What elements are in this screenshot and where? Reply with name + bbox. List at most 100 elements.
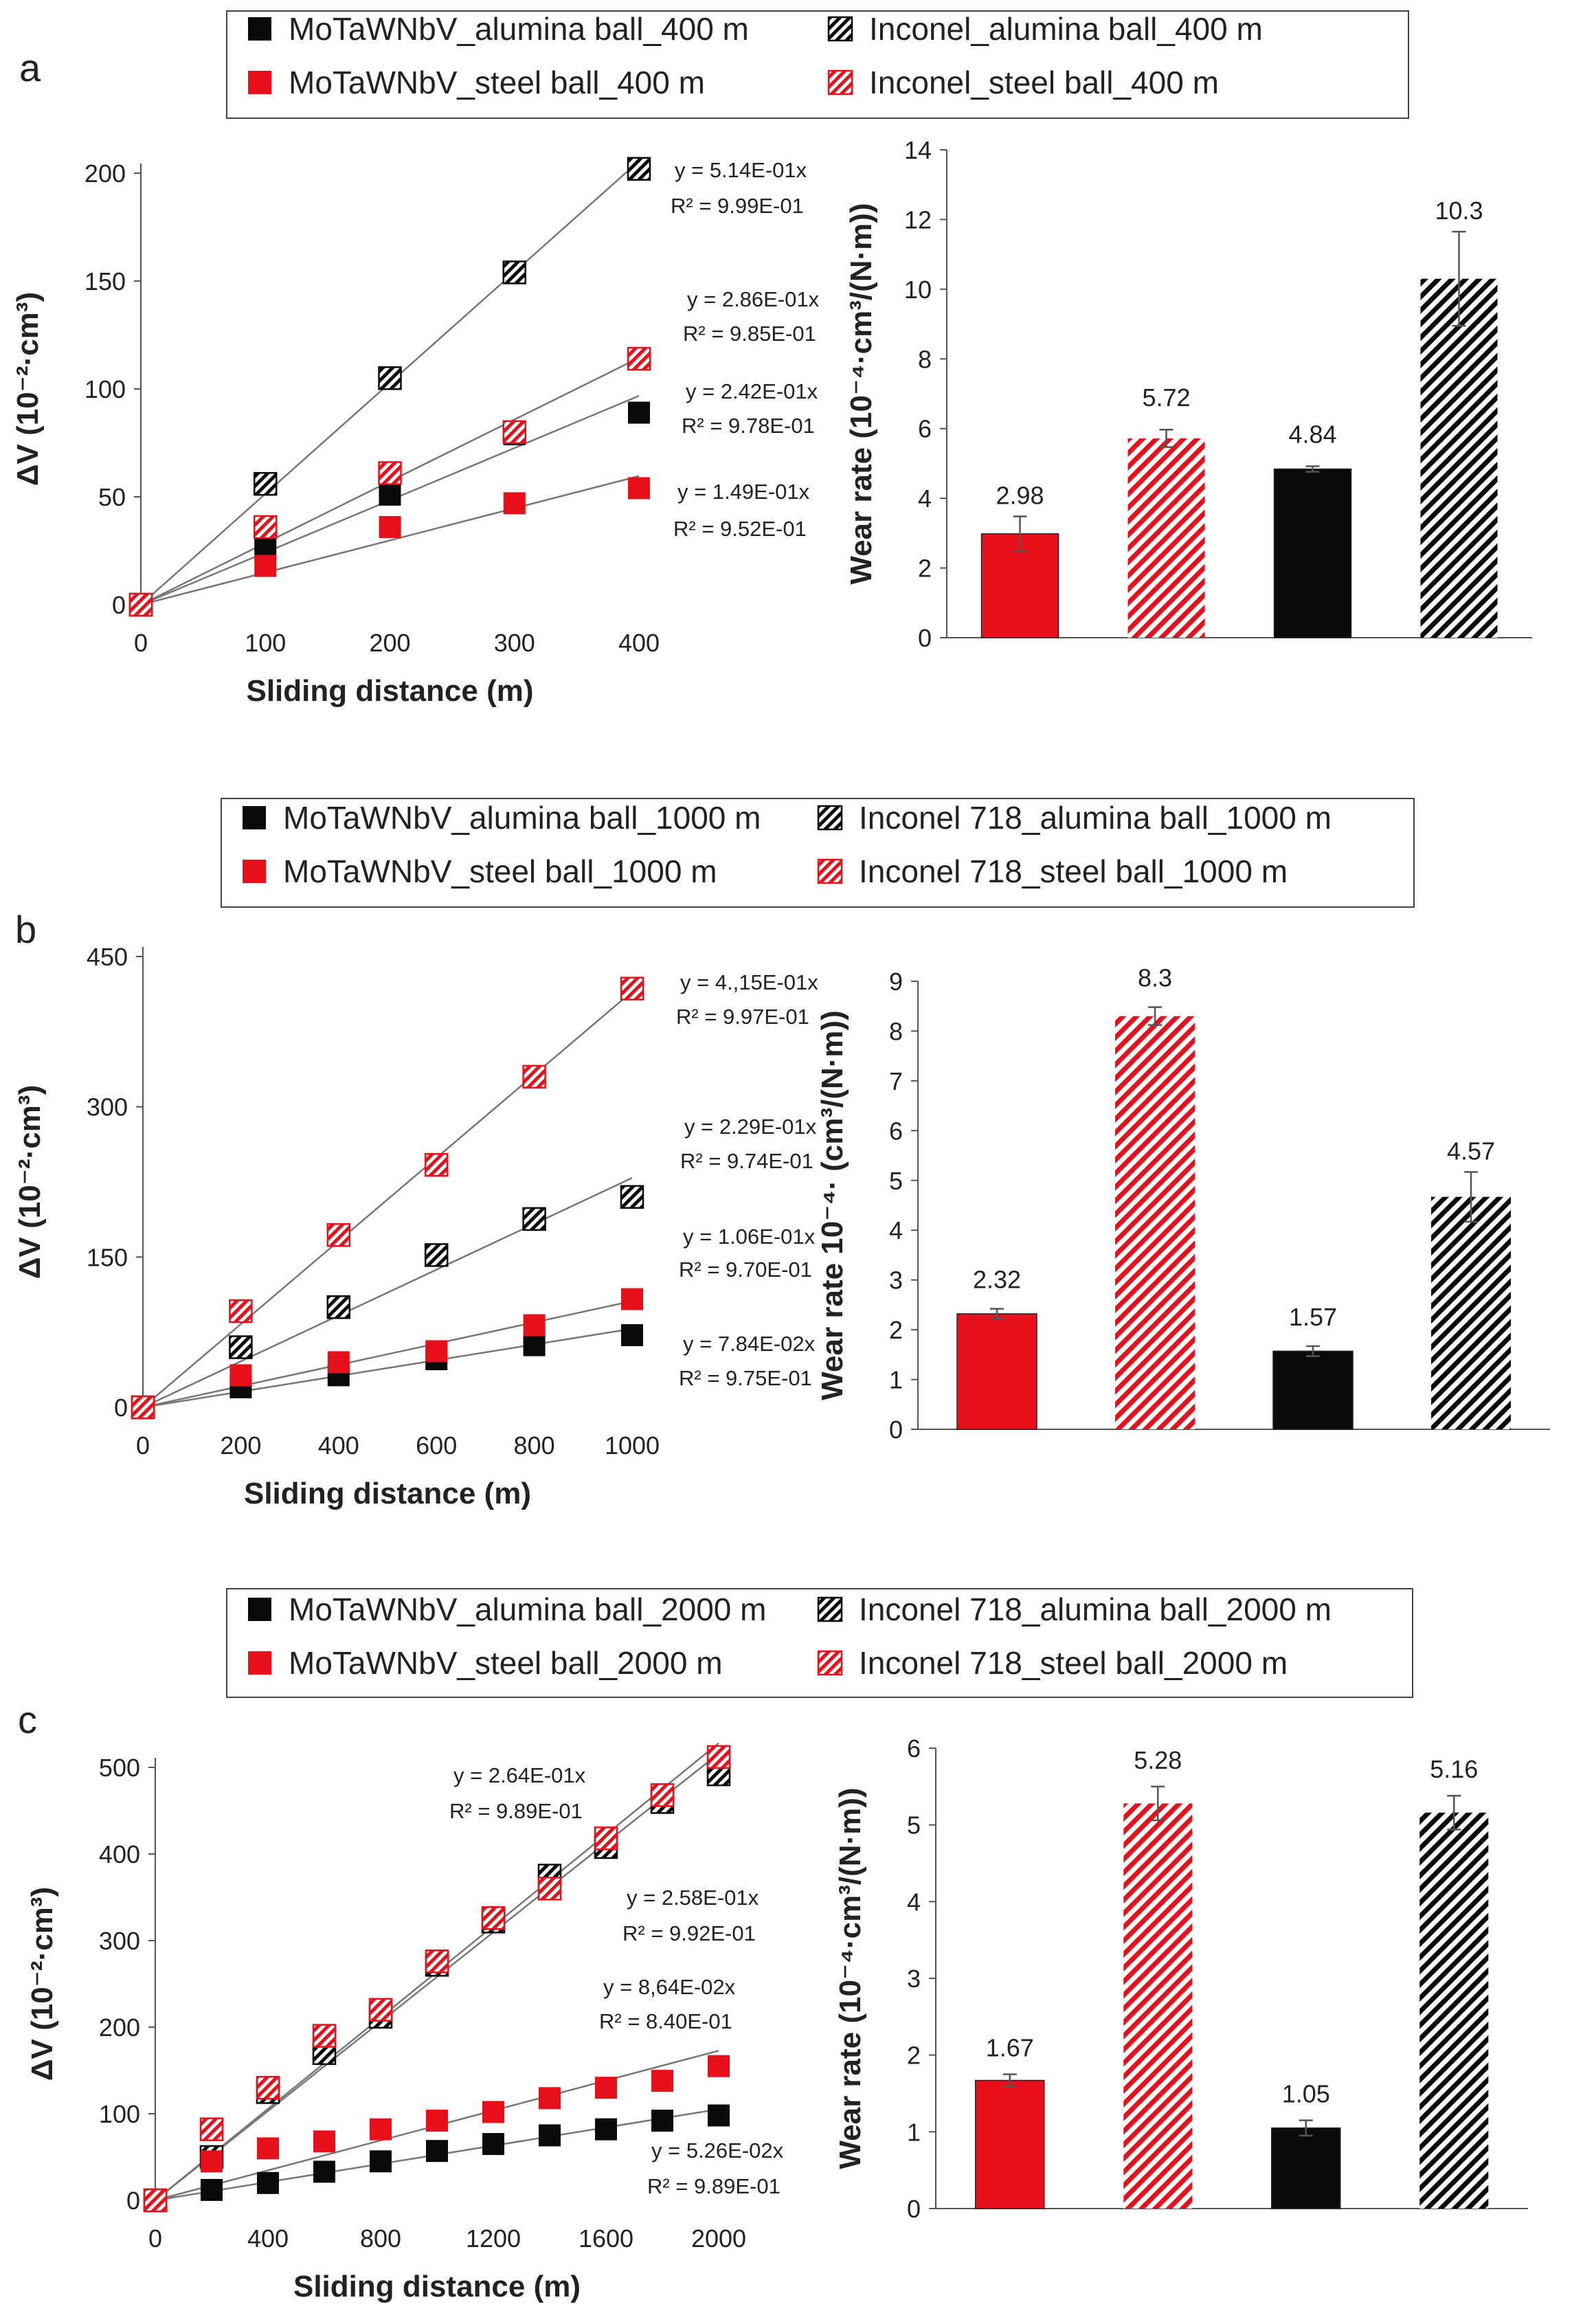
- x-tick-label: 800: [360, 2224, 401, 2253]
- fit-r-squared: R² = 9.85E-01: [683, 322, 816, 346]
- y-tick-label: 5: [907, 1811, 921, 1840]
- y-tick-label: 500: [99, 1754, 140, 1782]
- legend-marker: [248, 71, 271, 94]
- y-tick-label: 400: [99, 1840, 140, 1868]
- y-axis-label: ΔV (10⁻²·cm³): [13, 1085, 47, 1279]
- legend-entry: Inconel 718_alumina ball_2000 m: [859, 1591, 1332, 1627]
- legend-entry: Inconel 718_alumina ball_1000 m: [859, 800, 1332, 836]
- data-point: [522, 1064, 546, 1089]
- data-point: [370, 2118, 392, 2141]
- bar: [1273, 468, 1352, 638]
- data-point: [131, 1395, 155, 1420]
- y-axis-label: ΔV (10⁻²·cm³): [25, 1887, 59, 2081]
- data-point: [539, 2087, 561, 2110]
- y-tick-label: 9: [889, 968, 903, 996]
- fit-r-squared: R² = 9.97E-01: [676, 1005, 809, 1029]
- data-point: [482, 2133, 504, 2156]
- legend-entry: MoTaWNbV_steel ball_2000 m: [289, 1645, 723, 1681]
- legend-entry: Inconel_steel ball_400 m: [869, 65, 1219, 100]
- legend-entry: MoTaWNbV_alumina ball_2000 m: [289, 1591, 766, 1627]
- x-tick-label: 800: [514, 1431, 555, 1460]
- legend-marker: [817, 1596, 843, 1622]
- fit-line: [155, 1752, 719, 2201]
- x-axis-label: Sliding distance (m): [293, 2270, 581, 2303]
- legend-marker: [248, 17, 271, 41]
- x-axis-label: Sliding distance (m): [244, 1477, 531, 1510]
- data-point: [425, 1340, 448, 1363]
- data-point: [370, 2150, 392, 2173]
- y-axis-label: Wear rate (10⁻⁴·cm³/(N·m)): [844, 203, 878, 584]
- data-point: [502, 420, 526, 445]
- legend-entry: MoTaWNbV_alumina ball_1000 m: [283, 800, 761, 836]
- fit-r-squared: R² = 9.78E-01: [682, 414, 815, 438]
- y-tick-label: 200: [85, 159, 126, 188]
- fit-equation: y = 2.64E-01x: [453, 1763, 586, 1787]
- y-tick-label: 1: [889, 1366, 903, 1394]
- data-point: [199, 2117, 224, 2141]
- fit-r-squared: R² = 9.70E-01: [679, 1258, 812, 1282]
- bar-chart: 0 1 2 3 4 5 6 7 8 9 Wear rate 10⁻⁴· (cm³/(N·m)) 2.3…: [816, 964, 1550, 1444]
- data-label: 5.72: [1142, 383, 1190, 412]
- legend-marker: [248, 1651, 271, 1675]
- y-axis-label: Wear rate 10⁻⁴· (cm³/(N·m)): [816, 1010, 849, 1400]
- y-tick-label: 300: [87, 1093, 128, 1121]
- legend-entry: Inconel 718_steel ball_2000 m: [859, 1645, 1288, 1681]
- y-tick-label: 14: [904, 136, 932, 164]
- data-point: [254, 515, 278, 539]
- data-point: [651, 2070, 673, 2092]
- y-tick-label: 3: [889, 1266, 903, 1295]
- data-label: 2.32: [973, 1266, 1021, 1294]
- y-axis-label: ΔV (10⁻²·cm³): [11, 292, 45, 486]
- data-point: [201, 2150, 223, 2173]
- data-point: [128, 592, 153, 617]
- y-tick-label: 0: [918, 624, 932, 652]
- y-tick-label: 12: [904, 205, 932, 234]
- y-tick-label: 2: [907, 2042, 921, 2070]
- bar: [975, 2079, 1045, 2209]
- data-point: [627, 157, 651, 181]
- legend-marker: [243, 806, 266, 829]
- data-point: [708, 2104, 730, 2127]
- fit-r-squared: R² = 8.40E-01: [599, 2009, 732, 2033]
- data-point: [379, 515, 401, 538]
- x-tick-label: 200: [220, 1431, 261, 1460]
- fit-line: [142, 1177, 633, 1409]
- legend-entry: MoTaWNbV_steel ball_1000 m: [283, 853, 717, 889]
- y-tick-label: 150: [87, 1243, 128, 1271]
- data-point: [502, 260, 526, 284]
- data-point: [706, 1745, 731, 1769]
- fit-r-squared: R² = 9.52E-01: [673, 517, 807, 541]
- data-point: [229, 1364, 252, 1387]
- data-point: [621, 1324, 643, 1347]
- data-label: 1.57: [1289, 1303, 1337, 1331]
- data-point: [326, 1223, 351, 1247]
- x-tick-label: 400: [618, 629, 660, 657]
- x-tick-label: 0: [148, 2224, 162, 2253]
- fit-equation: y = 1.06E-01x: [683, 1225, 816, 1249]
- y-tick-label: 200: [99, 2013, 140, 2042]
- bar: [956, 1313, 1037, 1430]
- y-tick-label: 5: [889, 1167, 903, 1195]
- y-tick-label: 450: [87, 943, 128, 971]
- bar: [1123, 1803, 1193, 2209]
- fit-equation: y = 2.42E-01x: [686, 379, 818, 403]
- data-point: [326, 1295, 351, 1319]
- data-point: [628, 477, 650, 500]
- scatter-plot: 0 50 100 150 200 0 100 200 300 400 Sliding distanc…: [11, 157, 820, 708]
- data-point: [229, 1335, 253, 1359]
- data-label: 1.05: [1282, 2080, 1330, 2108]
- fit-equation: y = 5.26E-02x: [651, 2138, 784, 2163]
- fit-r-squared: R² = 9.89E-01: [647, 2174, 781, 2198]
- data-point: [523, 1334, 546, 1356]
- bar: [1272, 1350, 1354, 1430]
- y-tick-label: 8: [889, 1017, 903, 1045]
- fit-equation: y = 8,64E-02x: [603, 1975, 736, 1999]
- data-point: [426, 2140, 448, 2163]
- data-point: [627, 346, 651, 371]
- x-tick-label: 300: [494, 629, 535, 657]
- data-point: [229, 1299, 253, 1323]
- y-axis-label: Wear rate (10⁻⁴·cm³/(N·m)): [833, 1787, 867, 2169]
- fit-equation: y = 5.14E-01x: [675, 158, 807, 182]
- data-label: 10.3: [1435, 197, 1483, 225]
- panel-label: b: [15, 908, 36, 951]
